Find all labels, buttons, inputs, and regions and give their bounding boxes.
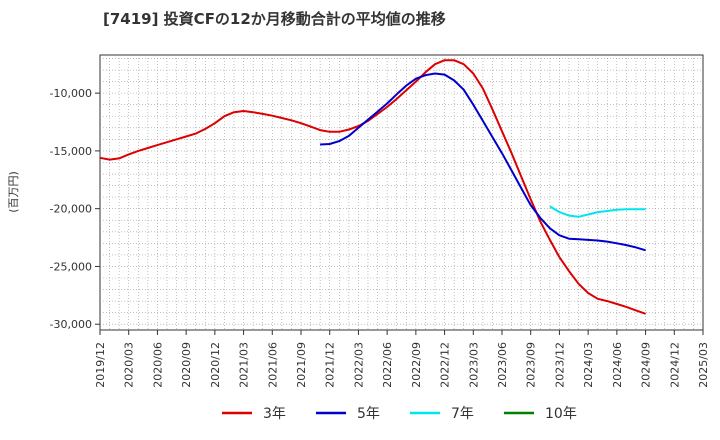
x-tick-label: 2021/12 [324,342,337,388]
x-tick-label: 2023/09 [525,342,538,388]
x-tick-label: 2021/06 [266,342,279,388]
x-tick-label: 2022/06 [381,342,394,388]
chart-title: [7419] 投資CFの12か月移動合計の平均値の推移 [103,10,446,28]
x-tick-label: 2024/03 [582,342,595,388]
x-tick-label: 2021/09 [295,342,308,388]
legend-label: 5年 [357,406,380,422]
x-tick-label: 2023/12 [553,342,566,388]
legend-label: 7年 [451,406,474,422]
y-axis-label: (百万円) [7,171,20,213]
x-axis: 2019/12 2020/03 2020/06 2020/09 2020/12 2021/… [94,330,710,388]
x-tick-label: 2024/12 [668,342,681,388]
y-tick-label: -10,000 [50,87,92,100]
legend: 3年 5年 7年 10年 [222,406,577,422]
y-tick-label: -15,000 [50,145,92,158]
x-tick-label: 2020/09 [180,342,193,388]
plot-area [99,54,704,331]
x-tick-label: 2024/06 [611,342,624,388]
x-tick-label: 2019/12 [94,342,107,388]
x-tick-label: 2022/03 [352,342,365,388]
x-tick-label: 2021/03 [238,342,251,388]
x-tick-label: 2023/06 [496,342,509,388]
grid [100,55,703,330]
x-tick-label: 2023/03 [467,342,480,388]
series-line-3年 [99,59,646,315]
x-tick-label: 2020/12 [209,342,222,388]
series-line-7年 [549,205,646,218]
y-tick-label: -30,000 [50,318,92,331]
x-tick-label: 2020/03 [123,342,136,388]
legend-label: 3年 [263,406,286,422]
x-tick-label: 2020/06 [151,342,164,388]
y-axis: -10,000 -15,000 -20,000 -25,000 -30,000 [50,87,100,331]
series-line-5年 [320,72,646,252]
x-tick-label: 2025/03 [697,342,710,388]
x-tick-label: 2022/09 [410,342,423,388]
series-lines [99,59,646,315]
legend-label: 10年 [545,406,577,422]
x-tick-label: 2022/12 [439,342,452,388]
x-tick-label: 2024/09 [640,342,653,388]
y-tick-label: -25,000 [50,260,92,273]
y-tick-label: -20,000 [50,203,92,216]
